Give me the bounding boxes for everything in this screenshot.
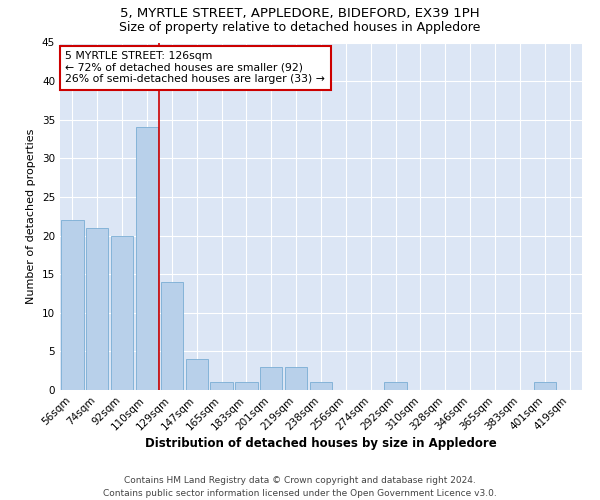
Bar (136, 128, 158, 390)
Bar (310, 382, 332, 390)
Text: 5, MYRTLE STREET, APPLEDORE, BIDEFORD, EX39 1PH: 5, MYRTLE STREET, APPLEDORE, BIDEFORD, E… (120, 8, 480, 20)
Bar (385, 382, 407, 390)
Bar (86, 228, 109, 390)
Text: Contains HM Land Registry data © Crown copyright and database right 2024.
Contai: Contains HM Land Registry data © Crown c… (103, 476, 497, 498)
Bar (111, 236, 133, 390)
Bar (533, 382, 556, 390)
Text: Size of property relative to detached houses in Appledore: Size of property relative to detached ho… (119, 21, 481, 34)
Bar (61, 220, 83, 390)
Bar (285, 367, 307, 390)
Bar (161, 282, 183, 390)
Text: 5 MYRTLE STREET: 126sqm
← 72% of detached houses are smaller (92)
26% of semi-de: 5 MYRTLE STREET: 126sqm ← 72% of detache… (65, 51, 325, 84)
Bar (185, 359, 208, 390)
Bar (235, 382, 257, 390)
Bar (260, 367, 283, 390)
Bar (211, 382, 233, 390)
X-axis label: Distribution of detached houses by size in Appledore: Distribution of detached houses by size … (145, 438, 497, 450)
Y-axis label: Number of detached properties: Number of detached properties (26, 128, 37, 304)
